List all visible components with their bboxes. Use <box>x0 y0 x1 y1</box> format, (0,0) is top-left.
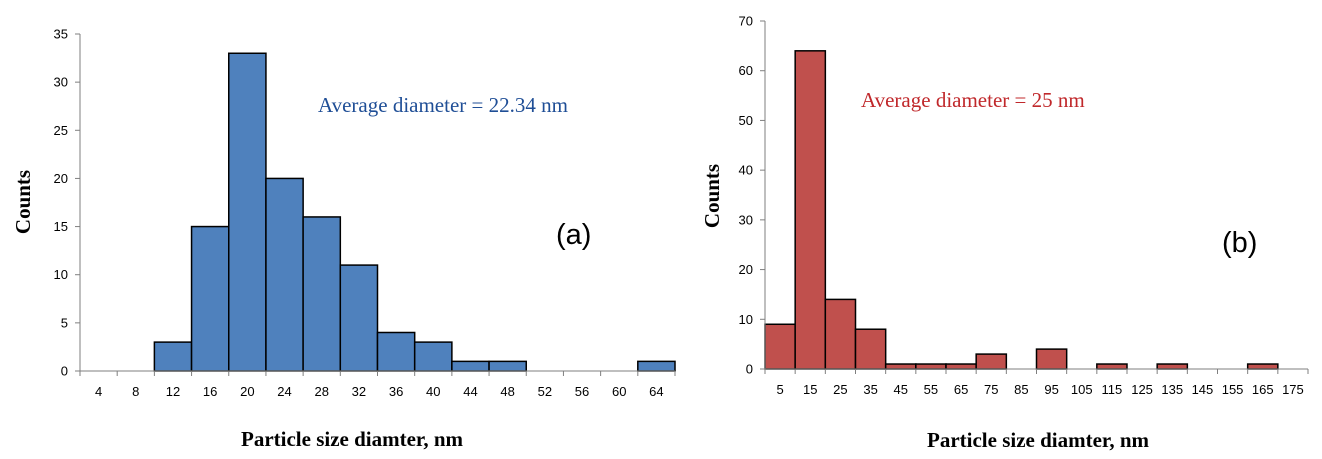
y-tick-label-b-20: 20 <box>739 262 753 277</box>
y-tick-label-a-25: 25 <box>54 123 68 138</box>
bar-b-135 <box>1156 363 1189 370</box>
x-tick-label-a-28: 28 <box>314 384 328 399</box>
bars-group-b <box>764 50 1279 370</box>
bar-a-24 <box>265 177 304 372</box>
x-tick-label-b-95: 95 <box>1044 382 1058 397</box>
y-tick-label-b-10: 10 <box>739 312 753 327</box>
bar-b-65 <box>945 363 977 370</box>
y-axis-title-b: Counts <box>700 164 724 228</box>
x-tick-label-a-12: 12 <box>166 384 180 399</box>
bar-b-165 <box>1246 363 1279 370</box>
y-tick-label-a-20: 20 <box>54 171 68 186</box>
x-ticks-a: 4 8 12 16 20 24 28 32 36 40 44 48 52 56 60 64 <box>79 371 676 399</box>
x-tick-label-a-40: 40 <box>426 384 440 399</box>
x-tick-label-b-45: 45 <box>894 382 908 397</box>
x-tick-label-a-16: 16 <box>203 384 217 399</box>
x-tick-label-b-145: 145 <box>1192 382 1214 397</box>
average-diameter-annotation-a: Average diameter = 22.34 nm <box>318 93 568 117</box>
bar-a-28 <box>302 216 342 372</box>
y-tick-label-a-10: 10 <box>54 267 68 282</box>
y-tick-label-a-15: 15 <box>54 219 68 234</box>
panel-label-b: (b) <box>1222 227 1257 259</box>
bar-a-44 <box>451 360 490 372</box>
panel-label-a: (a) <box>556 219 591 251</box>
bar-a-40 <box>413 341 453 372</box>
bar-b-95 <box>1035 348 1068 370</box>
bar-b-5 <box>764 323 796 370</box>
x-tick-label-b-25: 25 <box>833 382 847 397</box>
average-diameter-annotation-b: Average diameter = 25 nm <box>861 88 1085 112</box>
x-tick-label-b-105: 105 <box>1071 382 1093 397</box>
bar-b-75 <box>975 353 1008 370</box>
bar-a-48 <box>488 360 527 372</box>
x-tick-label-b-135: 135 <box>1161 382 1183 397</box>
bar-a-12 <box>153 341 193 372</box>
x-tick-label-a-56: 56 <box>575 384 589 399</box>
x-tick-label-b-5: 5 <box>776 382 783 397</box>
x-tick-label-b-165: 165 <box>1252 382 1274 397</box>
x-ticks-b: 5 15 25 35 45 55 65 75 85 95 105 115 125 135 145 155 165… <box>764 369 1309 397</box>
x-tick-label-b-55: 55 <box>924 382 938 397</box>
y-tick-label-b-30: 30 <box>739 212 753 227</box>
y-tick-label-b-60: 60 <box>739 63 753 78</box>
bar-a-32 <box>339 264 379 372</box>
y-tick-label-a-35: 35 <box>54 27 68 42</box>
x-tick-label-a-64: 64 <box>649 384 663 399</box>
x-axis-title-a: Particle size diamter, nm <box>241 427 463 451</box>
x-tick-label-b-115: 115 <box>1102 382 1123 397</box>
x-tick-label-a-60: 60 <box>612 384 626 399</box>
bar-a-36 <box>376 331 416 372</box>
x-tick-label-b-65: 65 <box>954 382 968 397</box>
bar-b-55 <box>915 363 947 370</box>
y-tick-label-b-40: 40 <box>739 163 753 178</box>
bar-b-25 <box>824 298 857 370</box>
y-tick-label-a-30: 30 <box>54 75 68 90</box>
x-tick-label-b-75: 75 <box>984 382 998 397</box>
bar-a-64 <box>637 360 676 372</box>
y-tick-label-a-0: 0 <box>61 364 68 379</box>
y-tick-label-a-5: 5 <box>61 315 68 330</box>
x-axis-title-b: Particle size diamter, nm <box>927 428 1149 452</box>
x-tick-label-a-48: 48 <box>500 384 514 399</box>
bar-b-15 <box>794 50 827 370</box>
x-tick-label-a-8: 8 <box>132 384 139 399</box>
bar-b-35 <box>854 328 887 370</box>
x-tick-label-b-155: 155 <box>1222 382 1244 397</box>
x-tick-label-a-44: 44 <box>463 384 477 399</box>
bar-b-115 <box>1096 363 1128 370</box>
y-ticks-a: 0 5 10 15 20 25 30 35 <box>54 27 80 379</box>
x-tick-label-a-36: 36 <box>389 384 403 399</box>
x-tick-label-a-52: 52 <box>538 384 552 399</box>
x-tick-label-a-4: 4 <box>95 384 102 399</box>
x-tick-label-a-32: 32 <box>352 384 366 399</box>
y-tick-label-b-70: 70 <box>739 14 753 29</box>
y-axis-title-a: Counts <box>11 170 35 234</box>
y-tick-label-b-50: 50 <box>739 113 753 128</box>
x-tick-label-b-175: 175 <box>1282 382 1304 397</box>
bar-a-16 <box>190 225 230 372</box>
x-tick-label-b-35: 35 <box>863 382 877 397</box>
bars-group-a <box>153 52 676 372</box>
x-tick-label-b-125: 125 <box>1131 382 1153 397</box>
bar-a-20 <box>228 52 267 372</box>
histogram-panel-b: 0 10 20 30 40 50 60 70 5 15 25 35 45 55 65 75 85 95 105 11… <box>700 14 1309 452</box>
x-tick-label-b-85: 85 <box>1014 382 1028 397</box>
y-tick-label-b-0: 0 <box>746 362 753 377</box>
x-tick-label-b-15: 15 <box>803 382 817 397</box>
x-tick-label-a-20: 20 <box>240 384 254 399</box>
y-ticks-b: 0 10 20 30 40 50 60 70 <box>739 14 765 377</box>
x-tick-label-a-24: 24 <box>277 384 291 399</box>
bar-b-45 <box>884 363 917 370</box>
